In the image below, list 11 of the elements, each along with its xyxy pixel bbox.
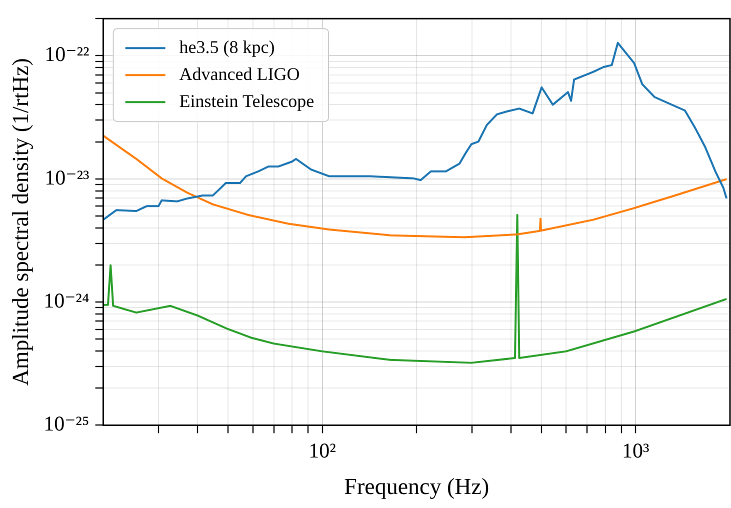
- y-tick-label: 10⁻²⁴: [44, 288, 90, 313]
- y-tick-label: 10⁻²³: [44, 165, 90, 190]
- x-tick-label: 10³: [622, 438, 650, 462]
- legend-label: he3.5 (8 kpc): [179, 36, 275, 57]
- x-tick-label: 10²: [308, 438, 336, 462]
- y-tick-label: 10⁻²²: [44, 42, 90, 66]
- y-axis-title: Amplitude spectral density (1/rtHz): [8, 58, 33, 386]
- x-axis-title: Frequency (Hz): [344, 474, 490, 500]
- y-tick-label: 10⁻²⁵: [44, 412, 90, 436]
- legend-label: Einstein Telescope: [179, 90, 314, 111]
- legend-label: Advanced LIGO: [179, 64, 300, 84]
